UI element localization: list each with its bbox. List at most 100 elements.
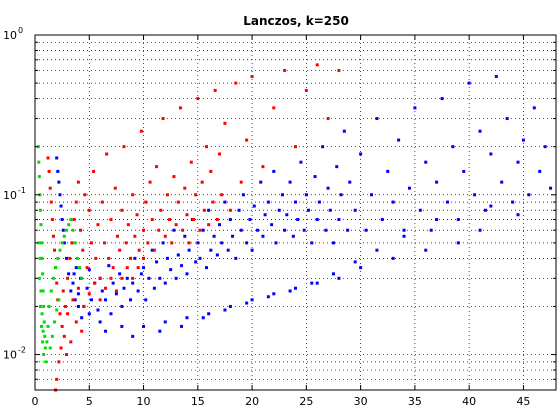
data-point: [58, 193, 62, 197]
data-point: [163, 320, 167, 324]
data-point: [207, 223, 211, 227]
y-tick-exponent: 0: [18, 26, 23, 35]
y-tick-label: 10: [3, 349, 17, 362]
data-point: [76, 304, 80, 308]
data-point: [43, 334, 47, 338]
data-point: [248, 218, 252, 222]
data-point: [211, 200, 215, 204]
data-point: [60, 241, 64, 245]
data-point: [118, 248, 122, 252]
data-point: [252, 204, 256, 208]
data-point: [115, 234, 119, 238]
data-point: [74, 320, 78, 324]
data-point: [489, 152, 493, 156]
data-point: [142, 228, 146, 232]
data-point: [41, 272, 45, 276]
data-point: [200, 180, 204, 184]
data-point: [170, 241, 174, 245]
data-point: [76, 286, 80, 290]
data-point: [48, 346, 52, 350]
data-point: [307, 208, 311, 212]
data-point: [61, 228, 65, 232]
data-point: [47, 304, 51, 308]
data-point: [261, 234, 265, 238]
data-point: [125, 266, 129, 270]
x-tick-label: 45: [516, 395, 530, 408]
data-point: [49, 200, 53, 204]
data-point: [37, 175, 41, 179]
data-point: [66, 276, 70, 280]
data-point: [118, 272, 122, 276]
data-point: [102, 241, 106, 245]
data-point: [180, 264, 184, 268]
data-point: [120, 304, 124, 308]
data-point: [402, 228, 406, 232]
data-point: [76, 292, 80, 296]
data-point: [89, 241, 93, 245]
data-point: [342, 129, 346, 133]
data-point: [76, 180, 80, 184]
data-point: [185, 213, 189, 217]
data-point: [245, 241, 249, 245]
data-point: [60, 218, 64, 222]
data-point: [494, 74, 498, 78]
data-point: [317, 200, 321, 204]
data-point: [549, 186, 553, 190]
data-point: [181, 228, 185, 232]
data-point: [239, 180, 243, 184]
data-point: [483, 208, 487, 212]
data-point: [71, 281, 75, 285]
data-point: [56, 256, 60, 260]
data-point: [55, 377, 59, 381]
data-point: [215, 253, 219, 257]
data-point: [204, 145, 208, 149]
data-point: [137, 248, 141, 252]
data-point: [266, 295, 270, 299]
data-point: [174, 276, 178, 280]
data-point: [68, 256, 72, 260]
data-point: [277, 208, 281, 212]
data-point: [440, 97, 444, 101]
x-tick-labels: 0 5 10 15 20 25 30 35 40 45: [32, 395, 531, 408]
data-point: [69, 218, 73, 222]
data-point: [391, 256, 395, 260]
data-point: [81, 248, 85, 252]
data-point: [87, 312, 91, 316]
data-point: [135, 213, 139, 217]
data-point: [58, 312, 62, 316]
data-point: [435, 218, 439, 222]
data-point: [53, 248, 57, 252]
data-point: [231, 234, 235, 238]
data-point: [44, 360, 48, 364]
data-point: [163, 281, 167, 285]
data-point: [207, 208, 211, 212]
data-point: [155, 260, 159, 264]
data-point: [359, 266, 363, 270]
data-point: [50, 218, 54, 222]
data-point: [133, 256, 137, 260]
data-point: [93, 281, 97, 285]
data-point: [194, 260, 198, 264]
data-points: [36, 63, 553, 392]
data-point: [302, 228, 306, 232]
x-tick-label: 20: [245, 395, 259, 408]
data-point: [37, 241, 41, 245]
data-point: [478, 129, 482, 133]
data-point: [41, 329, 45, 333]
data-point: [120, 276, 124, 280]
data-point: [39, 223, 43, 227]
data-point: [125, 276, 129, 280]
data-point: [402, 234, 406, 238]
data-point: [48, 186, 52, 190]
axis-ticks: [34, 35, 556, 390]
data-point: [478, 228, 482, 232]
data-point: [189, 160, 193, 164]
data-point: [391, 200, 395, 204]
chart-title: Lanczos, k=250: [243, 14, 349, 28]
data-point: [59, 204, 63, 208]
data-point: [239, 228, 243, 232]
data-point: [144, 298, 148, 302]
data-point: [456, 218, 460, 222]
data-point: [313, 175, 317, 179]
data-point: [315, 63, 319, 67]
